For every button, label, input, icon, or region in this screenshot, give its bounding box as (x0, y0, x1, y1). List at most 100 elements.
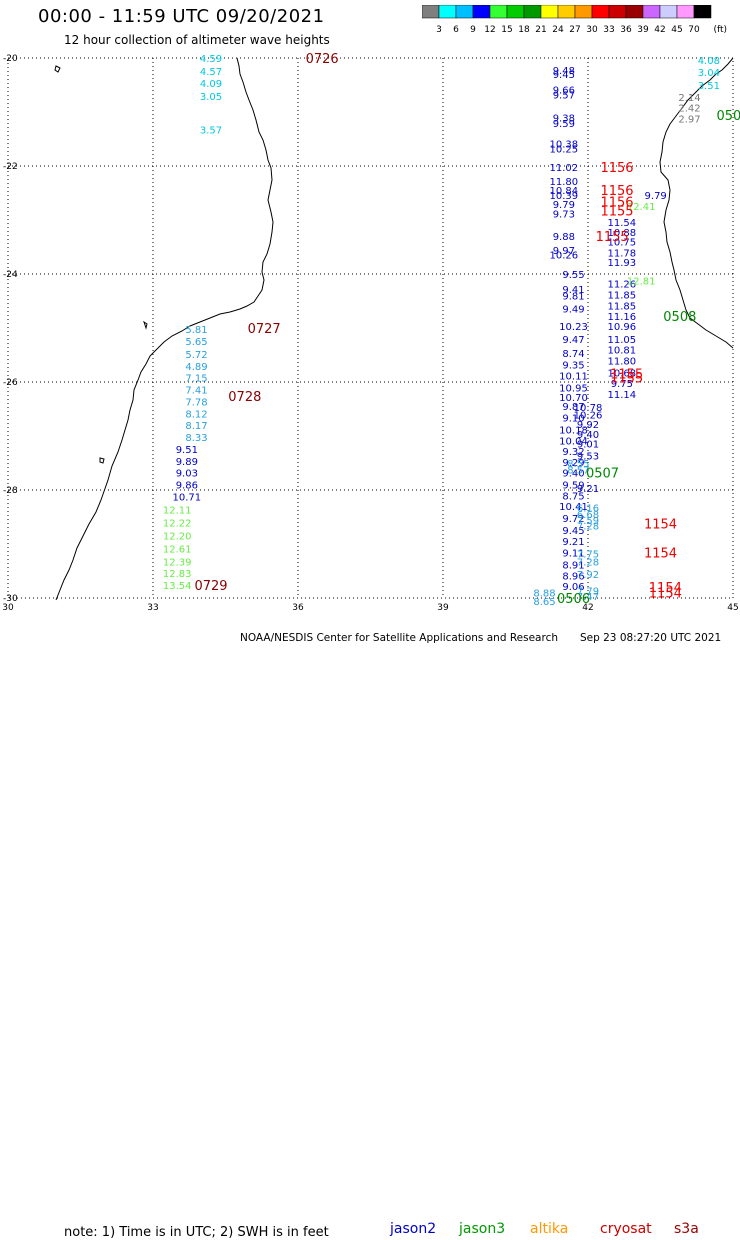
latitude-tick-label: -22 (3, 162, 18, 172)
wave-height-value: 5.72 (185, 350, 207, 361)
wave-height-value: 9.88 (553, 232, 575, 243)
madagascar-coastline (659, 57, 734, 349)
wave-height-value: 7.28 (577, 557, 599, 568)
wave-height-value: 4.57 (200, 67, 222, 78)
wave-height-value: 9.40 (562, 469, 584, 480)
pass-time-label: 1154 (644, 547, 677, 562)
wave-height-value: 9.41 (562, 285, 584, 296)
wave-height-value: 9.79 (553, 200, 575, 211)
wave-height-value: 9.21 (562, 537, 584, 548)
wave-height-value: 10.41 (559, 502, 588, 513)
wave-height-value: 5.65 (185, 337, 207, 348)
wave-height-value: 4.59 (200, 54, 222, 65)
wave-height-value: 7.28 (577, 522, 599, 533)
wave-height-value: 9.11 (562, 549, 584, 560)
legend-label: 24 (552, 25, 564, 35)
satellite-altika: altika (530, 1221, 569, 1237)
pass-time-label: 0507 (586, 467, 619, 482)
pass-time-label: 0509 (716, 109, 740, 124)
wave-height-value: 9.55 (562, 270, 584, 281)
wave-height-value: 10.23 (559, 322, 588, 333)
wave-height-value: 8.96 (562, 571, 584, 582)
wave-height-value: 11.05 (608, 335, 637, 346)
map-grid (7, 57, 734, 599)
legend-label: 39 (637, 25, 649, 35)
wave-height-value: 9.06 (562, 582, 584, 593)
wave-height-value: 9.59 (562, 481, 584, 492)
wave-height-value: 9.79 (645, 191, 667, 202)
wave-height-value: 9.59 (553, 119, 575, 130)
wave-height-value: 9.81 (562, 292, 584, 303)
pass-time-label: 1156 (600, 196, 633, 211)
wave-height-value: 7.92 (577, 570, 599, 581)
wave-height-value: 9.10 (562, 414, 584, 425)
wave-height-value: 6.68 (577, 510, 599, 521)
map-title: 00:00 - 11:59 UTC 09/20/2021 (38, 6, 325, 27)
wave-height-value: 11.26 (608, 280, 637, 291)
legend-label: 36 (620, 25, 632, 35)
wave-height-value: 7.79 (577, 586, 599, 597)
wave-height-value: 9.35 (562, 361, 584, 372)
legend-label: 15 (501, 25, 512, 35)
wave-height-value: 9.87 (562, 402, 584, 413)
wave-height-value: 8.88 (533, 589, 555, 600)
wave-height-value: 9.47 (562, 335, 584, 346)
wave-height-value: 11.85 (608, 291, 637, 302)
wave-height-value: 8.75 (562, 491, 584, 502)
latitude-tick-label: -24 (3, 270, 18, 280)
wave-height-value: 9.66 (553, 85, 575, 96)
wave-height-value: 10.11 (559, 372, 588, 383)
latitude-tick-label: -30 (3, 594, 18, 604)
wave-height-value: 9.92 (577, 420, 599, 431)
wave-height-value: 9.03 (176, 469, 198, 480)
wave-height-value: 13.54 (163, 581, 192, 592)
wave-height-value: 7.78 (185, 397, 207, 408)
satellite-s3a: s3a (674, 1221, 699, 1237)
legend-swatch (693, 5, 712, 19)
wave-height-value: 10.78 (574, 403, 603, 414)
pass-time-label: 0726 (306, 52, 339, 67)
wave-height-value: 7.47 (577, 592, 599, 603)
pass-time-label: 1156 (600, 161, 633, 176)
wave-height-value: 12.41 (627, 202, 656, 213)
pass-time-label: 1154 (649, 581, 682, 596)
wave-height-value: 4.89 (185, 362, 207, 373)
wave-height-value: 10.68 (608, 368, 637, 379)
wave-height-value: 9.73 (553, 210, 575, 221)
longitude-tick-label: 36 (292, 603, 304, 610)
legend-label: 12 (484, 25, 495, 35)
wave-height-value: 8.12 (185, 409, 207, 420)
legend-label: 27 (569, 25, 580, 35)
legend-label: 6 (453, 25, 459, 35)
wave-height-value: 9.89 (176, 457, 198, 468)
wave-height-value: 6.16 (577, 503, 599, 514)
longitude-tick-label: 39 (437, 603, 449, 610)
wave-height-value: 4.09 (200, 79, 222, 90)
pass-time-label: 1156 (600, 184, 633, 199)
wave-height-value: 7.75 (577, 550, 599, 561)
wave-height-value: 3.51 (698, 81, 720, 92)
wave-height-value: 8.33 (185, 433, 207, 444)
pass-time-label: 0506 (557, 592, 590, 607)
footer: NOAA/NESDIS Center for Satellite Applica… (0, 632, 740, 650)
wave-height-value: 4.08 (698, 56, 720, 67)
legend-label: 30 (586, 25, 598, 35)
wave-height-value: 9.97 (553, 246, 575, 257)
generated-timestamp: Sep 23 08:27:20 UTC 2021 (580, 632, 722, 644)
pass-time-label: 0729 (194, 579, 227, 594)
legend-label: 21 (535, 25, 546, 35)
wave-height-value: 9.49 (562, 305, 584, 316)
wave-height-map[interactable]: 4.59 4.574.09 3.05 3.57 5.815.65 5.724.897.15… (0, 0, 740, 610)
pass-time-label: 0728 (228, 390, 261, 405)
wave-height-value: 8.91 (562, 561, 584, 572)
pass-time-label: 1155 (596, 230, 629, 245)
legend-label: 33 (603, 25, 614, 35)
wave-height-value: 9.40 (577, 430, 599, 441)
wave-height-value: 7.41 (185, 386, 207, 397)
island-1 (54, 65, 61, 73)
wave-height-value: 8.57 (567, 465, 589, 476)
wave-height-value: 9.32 (562, 447, 584, 458)
wave-height-value: 8.17 (185, 421, 207, 432)
wave-height-value: 10.75 (608, 238, 637, 249)
wave-height-value: 12.20 (163, 531, 192, 542)
